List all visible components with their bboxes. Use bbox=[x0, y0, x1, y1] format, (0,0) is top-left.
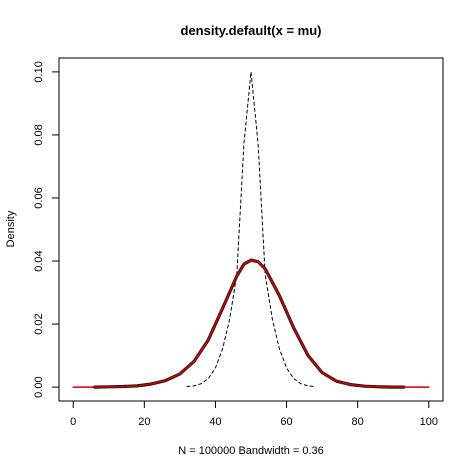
series-layer bbox=[72, 71, 430, 389]
x-axis-label: N = 100000 Bandwidth = 0.36 bbox=[178, 445, 324, 457]
y-tick-label: 0.02 bbox=[33, 313, 45, 334]
x-tick-label: 60 bbox=[280, 416, 292, 428]
series-line-dashed bbox=[186, 71, 316, 387]
x-tick-label: 100 bbox=[420, 416, 438, 428]
y-axis-label: Density bbox=[5, 210, 17, 247]
series-line-dark bbox=[92, 258, 406, 389]
x-tick-label: 80 bbox=[352, 416, 364, 428]
y-tick-label: 0.08 bbox=[33, 124, 45, 145]
x-tick-label: 40 bbox=[209, 416, 221, 428]
y-tick-label: 0.06 bbox=[33, 187, 45, 208]
y-axis: 0.00 0.02 0.04 0.06 0.08 0.10 bbox=[33, 61, 60, 398]
y-tick-label: 0.00 bbox=[33, 376, 45, 397]
chart-title: density.default(x = mu) bbox=[181, 23, 322, 38]
y-tick-label: 0.10 bbox=[33, 61, 45, 82]
x-axis: 0 20 40 60 80 100 bbox=[70, 400, 438, 428]
x-tick-label: 20 bbox=[138, 416, 150, 428]
series-line-red bbox=[72, 259, 430, 388]
x-tick-label: 0 bbox=[70, 416, 76, 428]
y-tick-label: 0.04 bbox=[33, 250, 45, 271]
plot-frame bbox=[58, 57, 444, 402]
